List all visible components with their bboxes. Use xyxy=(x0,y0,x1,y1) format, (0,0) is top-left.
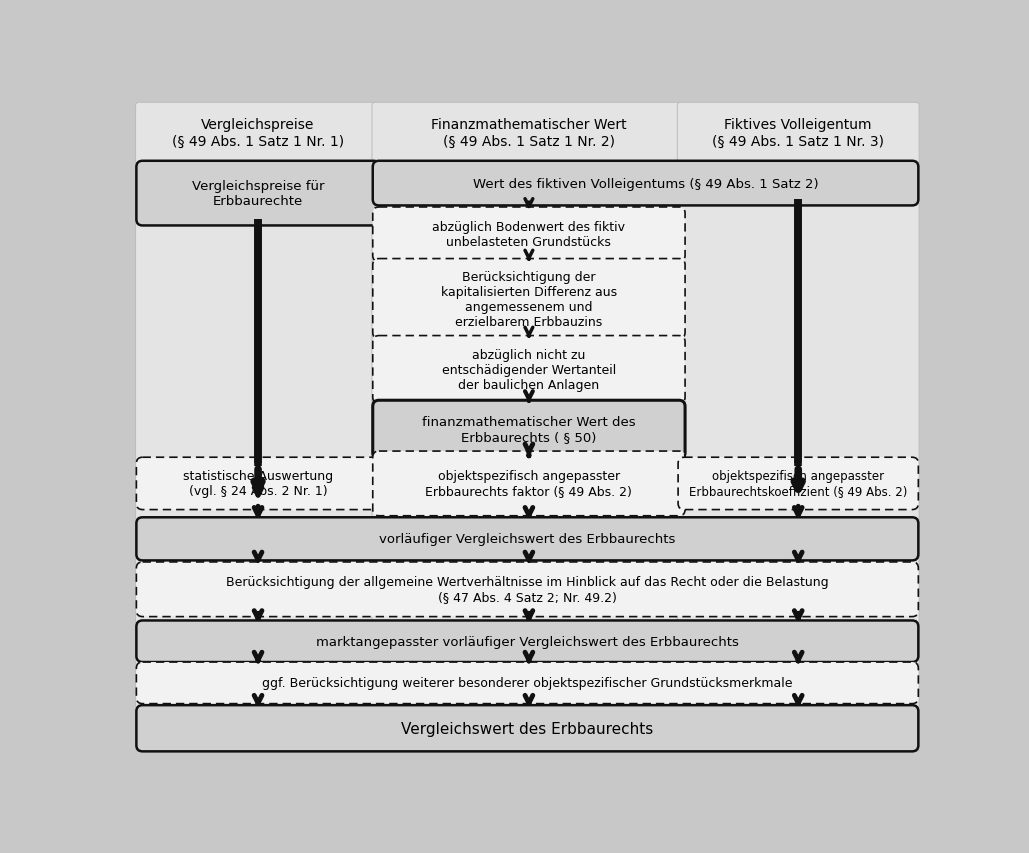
Text: ggf. Berücksichtigung weiterer besonderer objektspezifischer Grundstücksmerkmale: ggf. Berücksichtigung weiterer besondere… xyxy=(262,676,792,689)
FancyBboxPatch shape xyxy=(371,103,686,751)
Text: marktangepasster vorläufiger Vergleichswert des Erbbaurechts: marktangepasster vorläufiger Vergleichsw… xyxy=(316,635,739,648)
Text: objektspezifisch angepasster
Erbbaurechtskoeffizient (§ 49 Abs. 2): objektspezifisch angepasster Erbbaurecht… xyxy=(689,470,908,498)
Text: Vergleichspreise
(§ 49 Abs. 1 Satz 1 Nr. 1): Vergleichspreise (§ 49 Abs. 1 Satz 1 Nr.… xyxy=(172,118,344,148)
FancyBboxPatch shape xyxy=(137,161,380,226)
FancyBboxPatch shape xyxy=(137,518,918,560)
Text: abzüglich Bodenwert des fiktiv
unbelasteten Grundstücks: abzüglich Bodenwert des fiktiv unbelaste… xyxy=(432,221,626,249)
Text: abzüglich nicht zu
entschädigender Wertanteil
der baulichen Anlagen: abzüglich nicht zu entschädigender Werta… xyxy=(441,349,616,392)
Text: Vergleichspreise für
Erbbaurechte: Vergleichspreise für Erbbaurechte xyxy=(191,180,324,208)
FancyBboxPatch shape xyxy=(136,103,381,751)
FancyBboxPatch shape xyxy=(137,458,380,510)
FancyBboxPatch shape xyxy=(372,161,918,206)
Text: Berücksichtigung der allgemeine Wertverhältnisse im Hinblick auf das Recht oder : Berücksichtigung der allgemeine Wertverh… xyxy=(226,576,828,604)
Text: Wert des fiktiven Volleigentums (§ 49 Abs. 1 Satz 2): Wert des fiktiven Volleigentums (§ 49 Ab… xyxy=(472,177,818,190)
FancyBboxPatch shape xyxy=(372,336,685,403)
FancyBboxPatch shape xyxy=(678,458,918,510)
Text: objektspezifisch angepasster
Erbbaurechts faktor (§ 49 Abs. 2): objektspezifisch angepasster Erbbaurecht… xyxy=(425,470,633,498)
FancyBboxPatch shape xyxy=(137,562,918,617)
Text: vorläufiger Vergleichswert des Erbbaurechts: vorläufiger Vergleichswert des Erbbaurec… xyxy=(379,533,676,546)
FancyBboxPatch shape xyxy=(137,621,918,662)
FancyBboxPatch shape xyxy=(372,259,685,339)
FancyBboxPatch shape xyxy=(137,662,918,704)
Text: statistische Auswertung
(vgl. § 24 Abs. 2 Nr. 1): statistische Auswertung (vgl. § 24 Abs. … xyxy=(183,470,333,498)
FancyBboxPatch shape xyxy=(372,401,685,459)
Text: Fiktives Volleigentum
(§ 49 Abs. 1 Satz 1 Nr. 3): Fiktives Volleigentum (§ 49 Abs. 1 Satz … xyxy=(712,118,884,148)
FancyBboxPatch shape xyxy=(677,103,919,751)
Text: Vergleichswert des Erbbaurechts: Vergleichswert des Erbbaurechts xyxy=(401,721,653,736)
Text: Berücksichtigung der
kapitalisierten Differenz aus
angemessenem und
erzielbarem : Berücksichtigung der kapitalisierten Dif… xyxy=(440,270,617,328)
Text: finanzmathematischer Wert des
Erbbaurechts ( § 50): finanzmathematischer Wert des Erbbaurech… xyxy=(422,416,636,444)
FancyBboxPatch shape xyxy=(372,451,685,516)
FancyBboxPatch shape xyxy=(137,705,918,751)
FancyBboxPatch shape xyxy=(372,208,685,263)
Text: Finanzmathematischer Wert
(§ 49 Abs. 1 Satz 1 Nr. 2): Finanzmathematischer Wert (§ 49 Abs. 1 S… xyxy=(431,118,627,148)
